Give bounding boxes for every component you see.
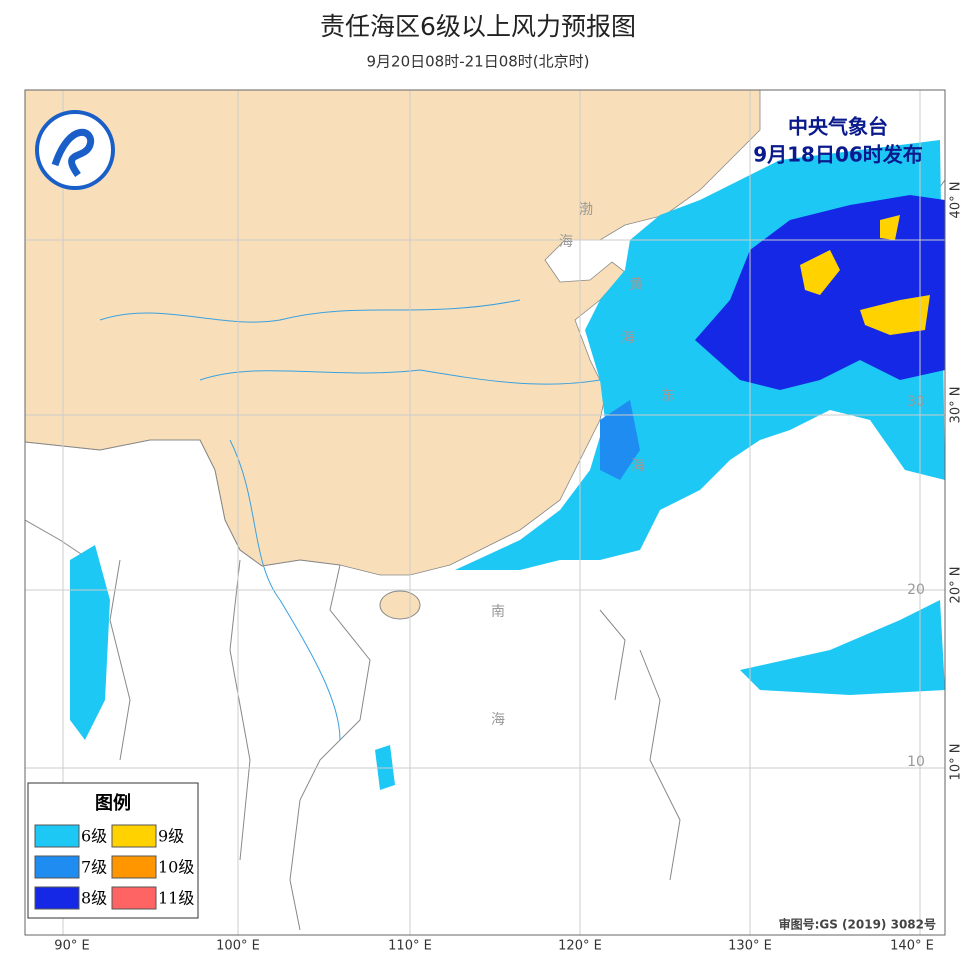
legend-swatch	[34, 824, 80, 848]
logo-mark	[51, 129, 95, 178]
latitude-label: 20° N	[949, 567, 964, 604]
latitude-label: 10° N	[949, 744, 964, 781]
wind-6	[70, 545, 110, 740]
wind-9	[800, 250, 840, 295]
rivers	[99, 299, 601, 741]
legend-title: 图例	[95, 792, 131, 814]
legend-swatch	[111, 886, 157, 910]
legend-swatch	[111, 855, 157, 879]
frame	[24, 89, 946, 936]
latitude-label: 40° N	[949, 182, 964, 219]
sea-label: 海	[491, 712, 505, 728]
grid-label: 20	[907, 582, 925, 598]
sea-label: 渤	[579, 202, 593, 218]
longitude-label: 100° E	[216, 939, 260, 954]
issuer-agency: 中央气象台	[788, 115, 888, 139]
wind-9	[860, 295, 930, 335]
sea-label: 南	[491, 604, 505, 620]
hainan	[379, 590, 421, 620]
longitude-label: 110° E	[388, 939, 432, 954]
longitude-label: 130° E	[728, 939, 772, 954]
approval: 审图号:GS (2019) 3082号	[779, 917, 936, 932]
sea-label: 海	[631, 458, 645, 474]
legend-label: 10级	[158, 858, 194, 877]
title: 责任海区6级以上风力预报图	[320, 12, 636, 41]
legend-swatch	[34, 855, 80, 879]
wind-6	[740, 600, 945, 695]
legend-label: 7级	[81, 858, 107, 877]
longitude-label: 140° E	[890, 939, 934, 954]
legend: 图例 6级 9级 7级 10级 8级 11级	[27, 782, 199, 919]
legend-swatch	[111, 824, 157, 848]
longitude-label: 90° E	[54, 939, 89, 954]
longitude-label: 120° E	[558, 939, 602, 954]
legend-label: 11级	[158, 889, 194, 908]
sea-label: 黄	[629, 276, 643, 293]
legend-swatch	[34, 886, 80, 910]
grid-label: 30	[907, 394, 925, 410]
legend-label: 6级	[81, 827, 107, 846]
legend-label: 8级	[81, 889, 107, 908]
sea-label: 海	[559, 234, 573, 250]
grid-label: 10	[907, 754, 925, 770]
sea-label: 东	[661, 388, 675, 404]
sea-label: 海	[621, 330, 635, 346]
legend-label: 9级	[158, 827, 184, 846]
subtitle: 9月20日08时-21日08时(北京时)	[366, 53, 589, 71]
issuer-time: 9月18日06时发布	[753, 143, 923, 167]
wind-9	[880, 215, 900, 240]
logo	[35, 110, 115, 190]
latitude-label: 30° N	[949, 387, 964, 424]
wind-7	[600, 400, 640, 480]
